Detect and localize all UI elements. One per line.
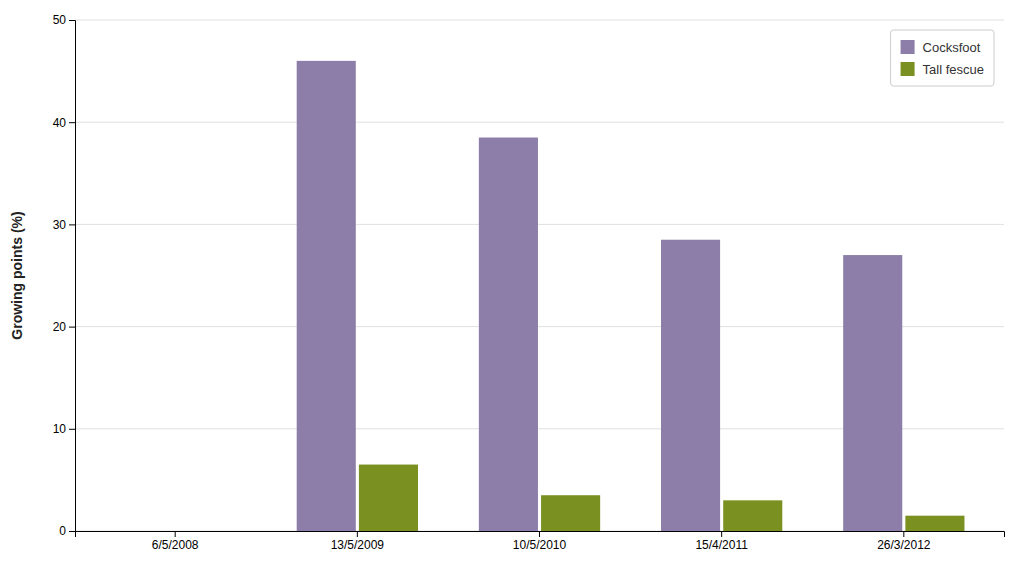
tick-label: 10/5/2010 (513, 538, 567, 552)
bar (843, 255, 902, 531)
grid (75, 20, 1004, 531)
grid-line (75, 20, 1004, 21)
bar (359, 465, 418, 531)
tick-label: 40 (53, 116, 67, 130)
tick-mark (69, 224, 75, 225)
tick-mark (69, 122, 75, 123)
legend-swatch (901, 40, 915, 54)
tick: 10 (53, 422, 75, 436)
tick-mark (539, 531, 540, 537)
axis-title: Growing points (%) (9, 211, 25, 339)
bar (479, 138, 538, 531)
tick: 26/3/2012 (877, 531, 931, 552)
y-axis: 0 10 20 30 40 50 (53, 13, 76, 538)
tick-mark (69, 531, 75, 532)
bars (297, 61, 965, 531)
legend: Cocksfoot Tall fescue (891, 30, 994, 86)
axis-line (69, 21, 76, 532)
grid-line (75, 122, 1004, 123)
bar (115, 531, 174, 532)
bar (541, 495, 600, 531)
grid-line (75, 224, 1004, 225)
tick: 30 (53, 218, 75, 232)
tick-mark (175, 531, 176, 537)
tick-label: 20 (53, 320, 67, 334)
tick-mark (69, 20, 75, 21)
tick-label: 0 (59, 524, 66, 538)
tick: 10/5/2010 (513, 531, 567, 552)
legend-label: Cocksfoot (923, 40, 981, 55)
plot: 6/5/2008 13/5/2009 10/5/2010 15/4/2011 26/3/… (53, 13, 1005, 551)
tick-mark (357, 531, 358, 537)
tick-label: 10 (53, 422, 67, 436)
legend-item: Tall fescue (901, 62, 984, 77)
tick-label: 50 (53, 13, 67, 27)
axis-line (76, 532, 1005, 538)
tick-mark (69, 429, 75, 430)
bar (905, 516, 964, 531)
tick: 50 (53, 13, 75, 27)
tick: 15/4/2011 (695, 531, 748, 552)
tick-label: 15/4/2011 (695, 538, 748, 552)
tick-label: 30 (53, 218, 67, 232)
bar (177, 531, 236, 532)
tick-label: 6/5/2008 (152, 538, 199, 552)
tick: 40 (53, 116, 75, 130)
tick: 0 (59, 524, 75, 538)
tick-label: 13/5/2009 (331, 538, 385, 552)
tick-mark (903, 531, 904, 537)
chart: 6/5/2008 13/5/2009 10/5/2010 15/4/2011 26/3/… (0, 0, 1024, 576)
legend-label: Tall fescue (923, 62, 984, 77)
tick: 13/5/2009 (331, 531, 385, 552)
bar (661, 240, 720, 531)
legend-item: Cocksfoot (901, 40, 981, 55)
bar (297, 61, 356, 531)
tick: 20 (53, 320, 75, 334)
bar (723, 500, 782, 531)
tick: 6/5/2008 (152, 531, 199, 552)
legend-background (891, 30, 994, 86)
tick-mark (721, 531, 722, 537)
legend-swatch (901, 62, 915, 76)
tick-mark (69, 327, 75, 328)
bar-series (359, 465, 965, 531)
bar-series (297, 61, 903, 531)
tick-label: 26/3/2012 (877, 538, 931, 552)
x-axis: 6/5/2008 13/5/2009 10/5/2010 15/4/2011 26/3/… (76, 531, 1005, 552)
